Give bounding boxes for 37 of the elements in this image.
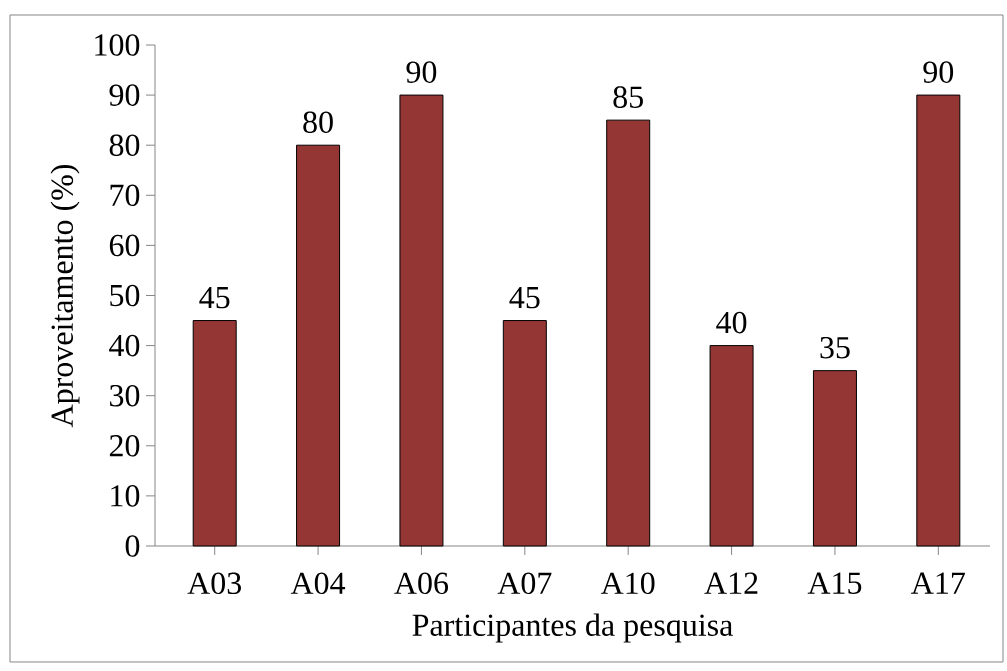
x-tick-label: A07 bbox=[497, 572, 552, 595]
bar bbox=[296, 144, 341, 547]
y-tick-label: 20 bbox=[109, 434, 140, 457]
y-tick-label: 70 bbox=[110, 184, 140, 207]
bar bbox=[502, 320, 547, 547]
bar bbox=[709, 345, 754, 547]
y-tick-label: 80 bbox=[109, 134, 140, 156]
data-label: 80 bbox=[303, 111, 333, 133]
y-axis-title: Aproveitamento (%) bbox=[50, 164, 80, 428]
y-tick-label: 40 bbox=[109, 334, 140, 357]
y-tick-label: 60 bbox=[109, 234, 140, 257]
data-label: 40 bbox=[716, 311, 747, 334]
bar bbox=[812, 370, 857, 547]
data-label: 85 bbox=[613, 86, 643, 108]
bar bbox=[916, 94, 961, 547]
y-tick-label: 100 bbox=[95, 34, 140, 56]
x-tick-label: A12 bbox=[704, 572, 758, 594]
data-label: 35 bbox=[820, 336, 850, 359]
y-tick-label: 50 bbox=[110, 284, 140, 307]
bar bbox=[399, 94, 444, 547]
x-tick-label: A17 bbox=[911, 572, 965, 594]
bar bbox=[192, 320, 237, 547]
x-tick-label: A10 bbox=[600, 572, 655, 595]
x-axis-title: Participantes da pesquisa bbox=[412, 613, 733, 643]
y-tick-label: 90 bbox=[109, 84, 140, 106]
y-tick-label: 0 bbox=[125, 535, 140, 557]
data-label: 45 bbox=[199, 286, 230, 309]
y-tick-label: 10 bbox=[111, 485, 140, 507]
bar bbox=[606, 119, 651, 547]
x-tick-label: A04 bbox=[290, 572, 346, 595]
data-label: 90 bbox=[923, 61, 954, 83]
x-tick-label: A03 bbox=[187, 572, 241, 595]
y-tick-label: 30 bbox=[110, 384, 140, 407]
data-label: 45 bbox=[509, 286, 540, 309]
x-tick-label: A06 bbox=[394, 572, 449, 595]
x-tick-label: A15 bbox=[807, 572, 862, 594]
data-label: 90 bbox=[406, 61, 437, 83]
